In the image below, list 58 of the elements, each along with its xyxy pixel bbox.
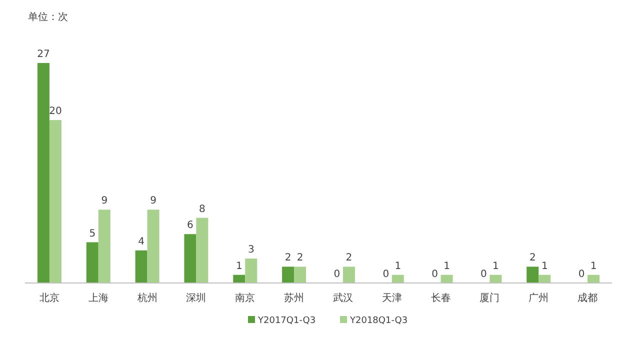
bar <box>538 274 551 283</box>
bar <box>184 234 196 283</box>
data-label: 0 <box>334 269 340 280</box>
bar <box>86 242 98 283</box>
bar <box>526 266 539 283</box>
x-tick-label: 杭州 <box>136 292 158 304</box>
data-label: 1 <box>541 260 548 272</box>
bar <box>490 274 502 283</box>
x-tick-label: 深圳 <box>186 292 206 304</box>
data-label: 2 <box>529 252 536 264</box>
data-label: 9 <box>150 196 156 207</box>
data-label: 4 <box>138 236 144 248</box>
x-tick-label: 长春 <box>430 292 451 304</box>
bar <box>588 274 600 283</box>
data-label: 27 <box>37 49 50 60</box>
data-label: 1 <box>394 260 402 272</box>
bar <box>135 250 148 283</box>
x-tick-label: 苏州 <box>284 292 304 304</box>
bar <box>294 266 306 283</box>
data-label: 2 <box>284 252 292 264</box>
bar <box>392 274 404 283</box>
bar <box>233 274 246 283</box>
bar <box>196 218 208 283</box>
data-label: 2 <box>296 252 304 264</box>
x-tick-label: 厦门 <box>480 292 500 304</box>
data-label: 0 <box>480 269 487 280</box>
data-label: 1 <box>492 260 499 272</box>
bar <box>282 266 294 283</box>
x-tick-label: 天津 <box>382 292 402 304</box>
data-label: 1 <box>590 260 597 272</box>
legend-label: Y2017Q1-Q3 <box>257 316 316 326</box>
legend-label: Y2018Q1-Q3 <box>349 316 408 326</box>
data-label: 1 <box>236 260 242 272</box>
bar <box>49 120 62 283</box>
x-tick-label: 武汉 <box>332 292 353 304</box>
data-label: 2 <box>346 252 352 264</box>
bar <box>37 63 50 283</box>
bar <box>245 258 258 283</box>
data-label: 8 <box>199 204 206 215</box>
data-label: 9 <box>101 196 108 207</box>
x-tick-label: 南京 <box>235 292 256 304</box>
data-label: 3 <box>248 244 254 256</box>
data-label: 5 <box>89 228 96 240</box>
data-label: 20 <box>49 106 62 118</box>
data-label: 6 <box>187 220 194 232</box>
x-tick-label: 成都 <box>578 292 598 304</box>
data-label: 0 <box>432 269 438 280</box>
data-label: 0 <box>382 269 390 280</box>
data-label: 0 <box>578 269 585 280</box>
data-label: 1 <box>444 260 450 272</box>
bar <box>342 266 355 283</box>
bar <box>147 210 160 283</box>
bar <box>440 274 453 283</box>
x-tick-label: 上海 <box>88 292 108 304</box>
x-tick-label: 北京 <box>39 292 60 304</box>
text: 单位：次 <box>28 11 68 23</box>
bar <box>98 210 110 283</box>
x-tick-label: 广州 <box>528 292 549 304</box>
